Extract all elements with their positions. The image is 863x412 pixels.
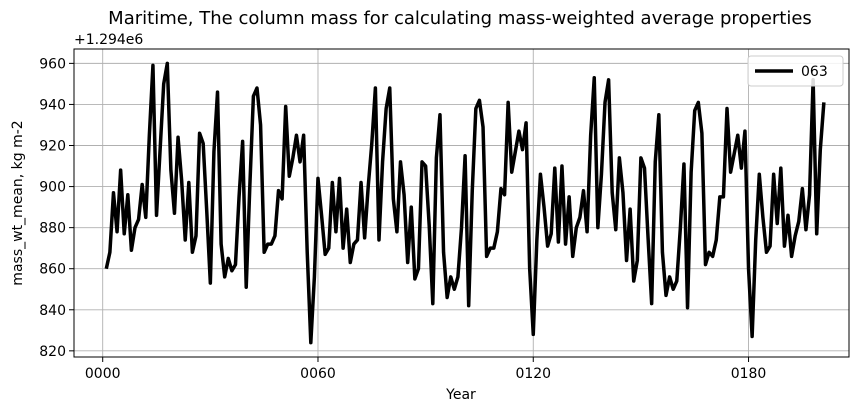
- plot-frame: [73, 48, 850, 358]
- y-tick-label: 880: [39, 221, 66, 237]
- axis-ticks: 0000 0060 0120 0180 820 840 860 880 900 920 940 960: [39, 56, 766, 382]
- y-tick-label: 860: [39, 262, 66, 278]
- y-tick-label: 840: [39, 303, 66, 319]
- grid-lines: [74, 49, 849, 357]
- x-tick-label: 0060: [300, 366, 336, 382]
- legend-label: 063: [801, 64, 828, 80]
- y-tick-label: 960: [39, 56, 66, 72]
- y-tick-label: 920: [39, 139, 66, 155]
- legend: 063: [747, 55, 844, 87]
- y-tick-label: 940: [39, 97, 66, 113]
- y-tick-label: 820: [39, 344, 66, 360]
- y-axis-label: mass_wt_mean, kg m-2: [10, 120, 26, 285]
- x-tick-label: 0000: [85, 366, 121, 382]
- x-axis-label: Year: [445, 387, 476, 403]
- y-offset-label: +1.294e6: [74, 32, 143, 48]
- x-tick-label: 0120: [515, 366, 551, 382]
- y-tick-label: 900: [39, 180, 66, 196]
- x-tick-label: 0180: [731, 366, 767, 382]
- legend-box: [747, 55, 844, 87]
- series-line-063: [104, 61, 826, 345]
- chart-title: Maritime, The column mass for calculatin…: [108, 8, 812, 29]
